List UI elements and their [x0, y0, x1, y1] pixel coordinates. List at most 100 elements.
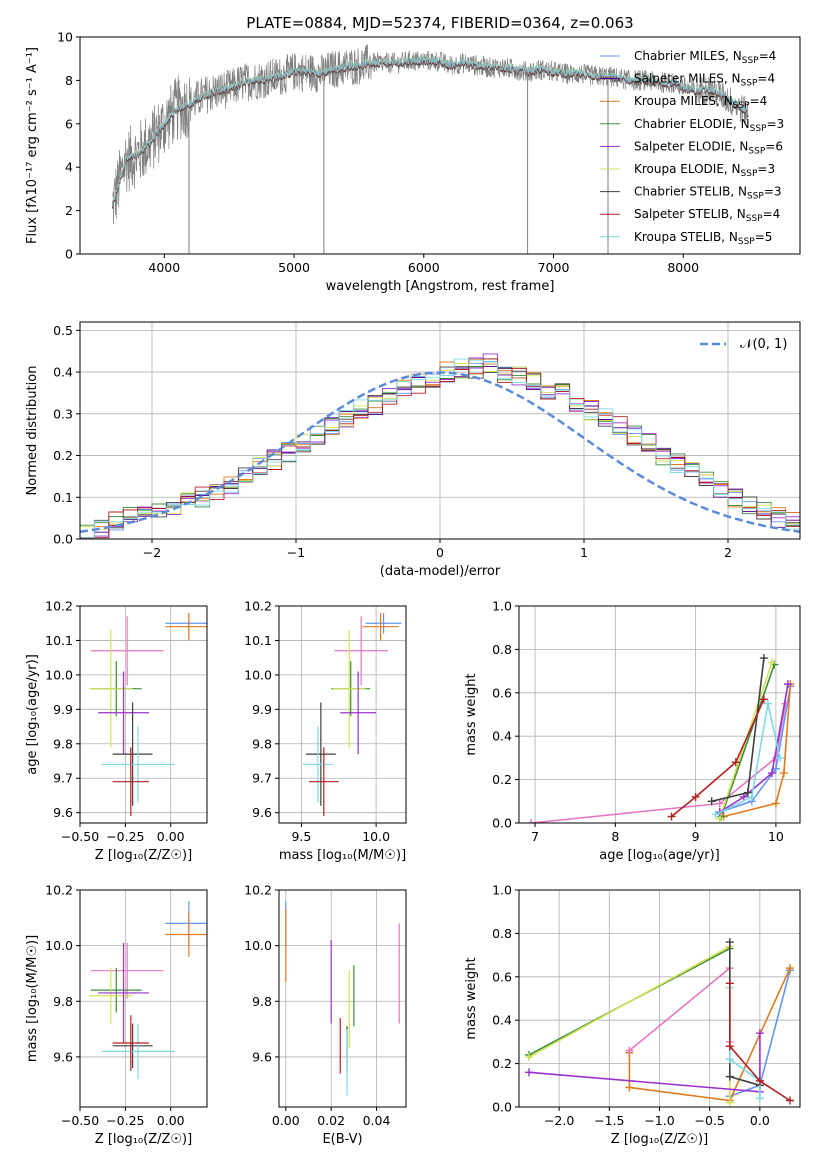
point-marker — [725, 1098, 734, 1107]
point-marker — [625, 1083, 634, 1092]
data-point — [305, 702, 336, 806]
x-tick-label: 9.5 — [291, 829, 311, 844]
point-marker — [715, 799, 724, 808]
point-marker — [759, 654, 768, 663]
y-tick-label: 0.5 — [53, 323, 73, 338]
y-tick-label: 0.1 — [53, 490, 73, 505]
data-point — [90, 616, 164, 686]
y-axis-label: Normed distribution — [25, 366, 40, 496]
series-line — [719, 683, 789, 813]
x-tick-label: 0 — [436, 545, 444, 560]
y-tick-label: 0.3 — [53, 406, 73, 421]
point-marker — [775, 753, 784, 762]
legend-entry: Salpeter STELIB, NSSP=4 — [634, 207, 780, 224]
series-line — [670, 698, 765, 818]
legend-entry: Chabrier STELIB, NSSP=3 — [634, 185, 782, 202]
point-marker — [711, 810, 720, 819]
y-tick-label: 9.7 — [53, 771, 73, 786]
data-point — [308, 747, 339, 817]
axes-frame — [518, 889, 801, 1108]
y-tick-label: 9.6 — [252, 1049, 272, 1064]
y-tick-label: 0.4 — [53, 365, 73, 380]
data-point — [112, 747, 149, 817]
point-marker — [707, 797, 716, 806]
data-point — [98, 671, 149, 755]
y-tick-label: 9.6 — [252, 805, 272, 820]
data-point — [112, 1023, 153, 1069]
x-tick-label: 10 — [768, 829, 784, 844]
y-axis-label: Flux [fλ10⁻¹⁷ erg cm⁻² s⁻¹ A⁻¹] — [25, 47, 40, 244]
legend-entry: Salpeter ELODIE, NSSP=6 — [634, 139, 783, 156]
y-tick-label: 0.2 — [492, 772, 512, 787]
plot-area — [80, 322, 800, 539]
point-marker — [763, 699, 772, 708]
data-point — [90, 967, 142, 1013]
legend-entry: Kroupa MILES, NSSP=4 — [634, 94, 767, 111]
y-tick-label: 0.0 — [492, 816, 512, 831]
y-axis-label: mass weight — [464, 673, 479, 755]
point-marker — [767, 658, 776, 667]
legend-entry: Kroupa ELODIE, NSSP=3 — [634, 162, 775, 179]
series-line — [719, 686, 792, 813]
data-point — [365, 612, 402, 634]
point-marker — [691, 792, 700, 801]
x-tick-label: 0.00 — [157, 1113, 185, 1128]
point-marker — [755, 1029, 764, 1038]
plot-area — [519, 606, 800, 823]
legend-entry: 𝒩(0, 1) — [740, 337, 787, 352]
x-tick-label: 0.04 — [363, 1113, 391, 1128]
y-tick-label: 0.6 — [492, 685, 512, 700]
panel-mass-vs-Z: −0.50 −0.25 0.00 9.6 9.8 10.0 10.2 Z [log₁₀(Z/Z… — [25, 883, 208, 1147]
point-marker — [725, 1042, 734, 1051]
point-marker — [725, 938, 734, 947]
legend-entry: Salpeter MILES, NSSP=4 — [634, 72, 775, 89]
data-point — [165, 612, 207, 641]
y-tick-label: 4 — [65, 160, 73, 175]
point-marker — [667, 812, 676, 821]
panel-age-vs-Z: −0.50 −0.25 0.00 9.6 9.7 9.8 9.9 10.0 10.1 10.2 Z … — [25, 599, 208, 863]
y-axis-label: mass weight — [464, 957, 479, 1039]
series-line — [728, 983, 791, 1102]
point-marker — [625, 1046, 634, 1055]
point-marker — [767, 769, 776, 778]
panel-spectrum: 4000 5000 6000 7000 8000 0 2 4 6 8 10 wavelength [A… — [25, 30, 801, 294]
data-point — [101, 726, 175, 803]
y-tick-label: 9.8 — [252, 994, 272, 1009]
panel-residuals: −2 −1 0 1 2 0.0 0.1 0.2 0.3 0.4 0.5 (data-model)/er… — [25, 321, 801, 579]
x-tick-label: 1 — [580, 545, 588, 560]
model-line — [112, 56, 749, 207]
axes-frame — [79, 605, 208, 824]
x-tick-label: −0.25 — [106, 1113, 144, 1128]
y-tick-label: 9.6 — [53, 805, 73, 820]
x-axis-label: age [log₁₀(age/yr)] — [599, 848, 720, 863]
legend: Chabrier MILES, NSSP=4 Salpeter MILES, NS… — [600, 49, 784, 247]
point-marker — [783, 680, 792, 689]
legend-entry: Kroupa STELIB, NSSP=5 — [634, 230, 772, 247]
y-tick-label: 9.8 — [252, 736, 272, 751]
point-marker — [725, 1072, 734, 1081]
figure-title: PLATE=0884, MJD=52374, FIBERID=0364, z=0… — [246, 14, 633, 32]
plot-area — [279, 606, 406, 823]
data-point — [112, 702, 153, 806]
x-tick-label: 7 — [531, 829, 539, 844]
x-tick-label: 8 — [611, 829, 619, 844]
y-tick-label: 10.1 — [45, 633, 73, 648]
x-tick-label: 10.0 — [362, 829, 390, 844]
x-axis-label: E(B-V) — [322, 1132, 362, 1147]
x-axis-label: wavelength [Angstrom, rest frame] — [326, 279, 555, 294]
y-tick-label: 0 — [65, 247, 73, 262]
data-point — [89, 967, 133, 1024]
axes-frame — [278, 889, 407, 1108]
y-tick-label: 9.8 — [53, 994, 73, 1009]
y-tick-label: 0.4 — [492, 1013, 512, 1028]
y-tick-label: 10.2 — [45, 883, 73, 898]
point-marker — [771, 799, 780, 808]
point-marker — [747, 792, 756, 801]
series-line — [628, 966, 731, 1052]
data-point — [334, 616, 389, 686]
point-marker — [525, 1068, 534, 1077]
point-marker — [779, 769, 788, 778]
plot-area — [112, 44, 749, 254]
y-tick-label: 10.1 — [244, 633, 272, 648]
